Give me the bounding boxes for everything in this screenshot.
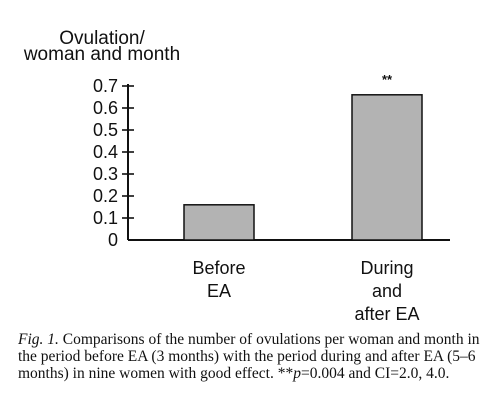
y-tick-label: 0.3 [93, 164, 118, 184]
bars [183, 94, 423, 241]
y-axis-title-line: Ovulation/ [59, 28, 145, 49]
figure-caption: Fig. 1. Comparisons of the number of ovu… [18, 331, 488, 382]
category-label: Before [192, 258, 245, 278]
annotations: ** [382, 72, 393, 87]
category-label: During [360, 258, 413, 278]
y-tick-label: 0.4 [93, 142, 118, 162]
caption-p-symbol: p [293, 365, 301, 382]
category-label: and [372, 281, 402, 301]
y-axis-title-line: woman and month [23, 44, 180, 65]
bar [351, 94, 423, 241]
category-label: after EA [354, 304, 419, 324]
y-tick-label: 0.6 [93, 98, 118, 118]
y-axis-ticks: 00.10.20.30.40.50.60.7 [93, 76, 134, 250]
y-tick-label: 0.2 [93, 186, 118, 206]
y-tick-label: 0 [108, 230, 118, 250]
y-tick-label: 0.1 [93, 208, 118, 228]
bar [183, 204, 255, 241]
y-tick-label: 0.5 [93, 120, 118, 140]
y-axis-title: Ovulation/woman and month [23, 28, 180, 65]
y-tick-label: 0.7 [93, 76, 118, 96]
caption-text-1: Comparisons of the number of ovulations … [18, 331, 480, 382]
bar-chart: Ovulation/woman and month 00.10.20.30.40… [23, 28, 450, 324]
significance-marker: ** [382, 72, 393, 87]
category-labels: Before EA During and after EA [192, 258, 419, 324]
category-label: EA [207, 281, 231, 301]
caption-text-2: =0.004 and CI=2.0, 4.0. [300, 365, 450, 382]
caption-label: Fig. 1. [18, 331, 59, 348]
